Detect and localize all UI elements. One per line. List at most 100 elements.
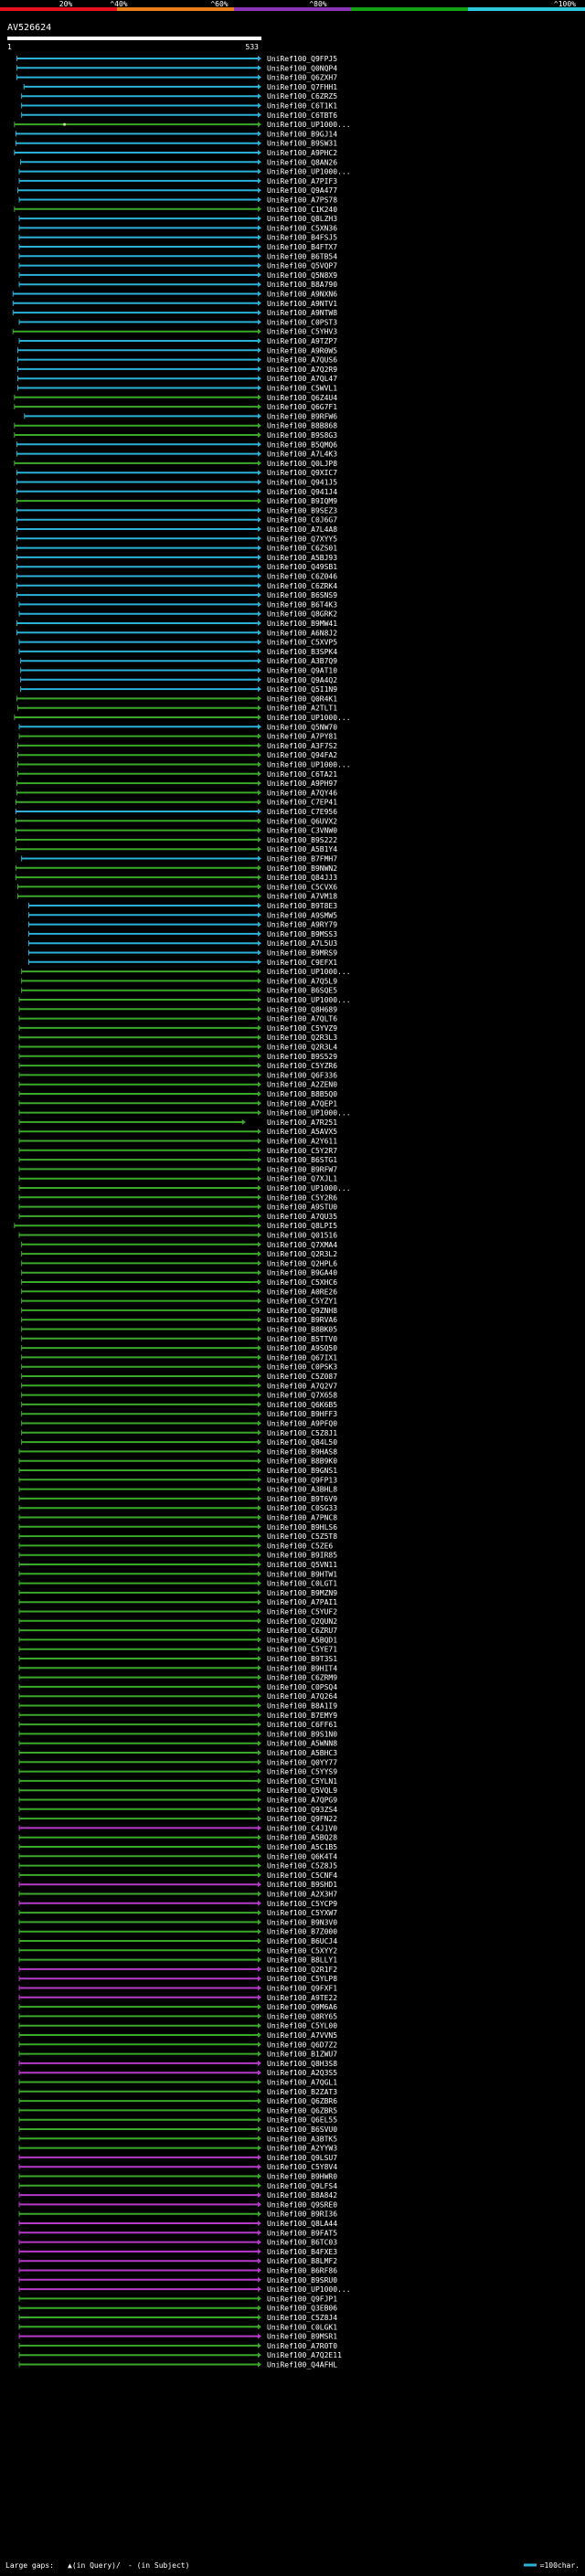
hit-label: UniRef100_Q9LSU7 [267,2154,337,2162]
hit-label: UniRef100_C0PST3 [267,318,337,326]
hit-label: UniRef100_UP1000... [267,968,351,976]
hit-arrow [258,1768,261,1775]
hit-arrow [258,724,261,730]
hit-arrow [258,1910,261,1916]
hit-label: UniRef100_Q0R4K1 [267,694,337,703]
hit-arrow [258,667,261,673]
hit-label: UniRef100_C3VNW0 [267,827,337,835]
hit-arrow [258,761,261,768]
hit-label: UniRef100_A9STU0 [267,1203,337,1212]
hit-label: UniRef100_A9R0W5 [267,346,337,355]
hit-arrow [258,1269,261,1276]
hit-arrow [258,451,261,457]
hit-label: UniRef100_C7E956 [267,808,337,816]
hit-label: UniRef100_A0RE26 [267,1288,337,1296]
hit-arrow [258,1617,261,1624]
hit-arrow [258,507,261,514]
hit-label: UniRef100_A7QUS6 [267,356,337,365]
hit-arrow [258,1015,261,1022]
hit-arrow [258,969,261,975]
hit-label: UniRef100_A9SQ50 [267,1344,337,1352]
hit-arrow [258,131,261,137]
hit-arrow [258,2070,261,2076]
hit-label: UniRef100_A7PAI1 [267,1598,337,1606]
hit-arrow [258,1363,261,1370]
hit-label: UniRef100_A7PS78 [267,196,337,205]
hit-arrow [258,2004,261,2010]
hit-arrow [258,1175,261,1182]
hit-arrow [258,620,261,626]
hit-label: UniRef100_Q2HPL6 [267,1259,337,1267]
hit-label: UniRef100_A7QPG9 [267,1797,337,1805]
hit-label: UniRef100_A5BJ93 [267,554,337,562]
hit-label: UniRef100_C7EP41 [267,799,337,807]
hit-label: UniRef100_C5YL00 [267,2022,337,2030]
hit-arrow [258,2173,261,2179]
hit-label: UniRef100_A7PY81 [267,733,337,741]
hit-arrow [258,752,261,758]
hit-arrow [258,1580,261,1586]
hit-arrow [258,1759,261,1765]
hit-label: UniRef100_UP1000... [267,714,351,722]
hit-label: UniRef100_A5BHC3 [267,1749,337,1757]
hit-label: UniRef100_B8LMF2 [267,2257,337,2265]
hit-label: UniRef100_Q5VN11 [267,1561,337,1569]
hit-arrow [258,1571,261,1577]
hit-label: UniRef100_B9RFW6 [267,412,337,420]
hit-label: UniRef100_A9TE22 [267,1994,337,2002]
hit-label: UniRef100_B6SQE5 [267,987,337,995]
hit-label: UniRef100_B9FAT5 [267,2229,337,2237]
hit-arrow [258,2295,261,2302]
hit-arrow [258,2305,261,2311]
hit-arrow [258,601,261,608]
hit-arrow [258,150,261,155]
hit-arrow [258,1335,261,1341]
hit-arrow [258,1956,261,1963]
hit-arrow [258,1627,261,1634]
hit-label: UniRef100_A2ZEN0 [267,1081,337,1089]
hit-label: UniRef100_B1ZWU7 [267,2051,337,2059]
hit-arrow [258,1712,261,1718]
hit-label: UniRef100_Q9FJP1 [267,2295,337,2303]
hit-label: UniRef100_A7QGL1 [267,2079,337,2087]
hit-arrow [258,1533,261,1540]
hit-label: UniRef100_Q9LFS4 [267,2182,337,2190]
hit-arrow [258,1053,261,1059]
hit-label: UniRef100_A5BQD1 [267,1636,337,1644]
hit-label: UniRef100_Q67IX1 [267,1353,337,1362]
hit-label: UniRef100_Q8H3S8 [267,2060,337,2068]
hit-arrow [258,159,261,165]
hit-arrow [258,610,261,617]
hit-arrow [258,535,261,542]
hit-label: UniRef100_UP1000... [267,761,351,769]
hit-label: UniRef100_A5AVX5 [267,1128,337,1136]
hit-label: UniRef100_A7VM18 [267,893,337,901]
hit-label: UniRef100_C5XN36 [267,224,337,232]
hit-arrow [258,2361,261,2368]
hit-arrow [258,422,261,429]
hit-label: UniRef100_Q2QUN2 [267,1617,337,1626]
hit-label: UniRef100_B8A790 [267,281,337,289]
hit-arrow [258,441,261,448]
hit-label: UniRef100_A3BTK5 [267,2135,337,2143]
hit-label: UniRef100_Q9A477 [267,186,337,195]
hit-arrow [258,2324,261,2330]
hit-arrow [258,2248,261,2254]
hit-arrow [258,1138,261,1144]
hit-label: UniRef100_C6ZRM9 [267,1674,337,1682]
hit-arrow [258,2060,261,2066]
hit-arrow [258,1853,261,1860]
hit-label: UniRef100_Q2R3L3 [267,1034,337,1042]
hit-label: UniRef100_C5CNF4 [267,1871,337,1880]
hit-arrow [258,2286,261,2293]
hit-label: UniRef100_C6Z046 [267,573,337,581]
hit-label: UniRef100_B9MW41 [267,620,337,628]
hit-arrow [258,1505,261,1511]
hit-label: UniRef100_C5XHC6 [267,1278,337,1287]
hit-arrow [258,1241,261,1247]
hit-arrow [258,1279,261,1285]
hit-arrow [258,1683,261,1690]
hit-label: UniRef100_C5Y2R6 [267,1193,337,1202]
hit-arrow [258,479,261,485]
hit-arrow [258,1194,261,1201]
